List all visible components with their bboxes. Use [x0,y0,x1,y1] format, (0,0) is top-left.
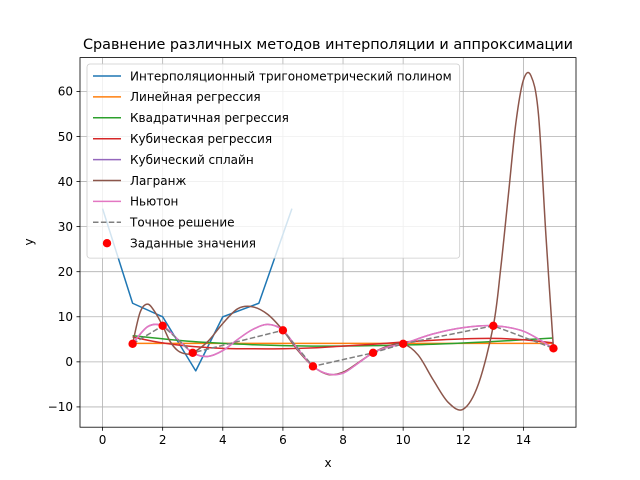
y-tick-label-2: 10 [58,310,73,324]
x-tick-label-3: 6 [279,433,287,447]
x-tick-label-2: 4 [219,433,227,447]
y-tick-label-0: −10 [48,400,73,414]
legend-label-0: Интерполяционный тригонометрический поли… [130,69,452,83]
legend-box [86,63,461,259]
data-point-8 [549,344,558,353]
chart-title: Сравнение различных методов интерполяции… [83,37,573,53]
y-axis-ticks: −10 0 10 20 30 40 50 60 [48,85,80,414]
data-point-4 [308,362,318,371]
series-line-0 [101,208,293,372]
y-tick-label-1: 0 [65,355,73,369]
y-tick-label-6: 50 [58,130,73,144]
y-tick-label-7: 60 [58,85,73,99]
y-tick-label-5: 40 [58,175,73,189]
plot-frame [79,57,577,428]
y-tick-label-4: 30 [58,220,73,234]
x-tick-label-1: 2 [159,433,167,447]
data-point-0 [128,339,137,349]
legend-label-7: Точное решение [129,216,235,230]
x-axis-ticks: 0 2 4 6 8 10 12 14 [99,427,531,447]
x-tick-label-4: 8 [339,433,347,447]
data-point-2 [188,348,197,358]
data-point-1 [158,321,167,330]
points-layer [128,321,558,371]
data-point-3 [278,326,288,335]
y-axis-label: y [22,238,36,245]
legend-swatch-8 [102,239,112,248]
legend-label-1: Линейная регрессия [130,90,261,104]
x-axis-label: x [324,456,331,470]
y-tick-label-3: 20 [58,265,73,279]
legend-label-3: Кубическая регрессия [130,132,272,146]
data-point-6 [398,339,408,349]
legend: Интерполяционный тригонометрический поли… [86,63,461,259]
legend-label-4: Кубический сплайн [130,153,254,167]
legend-label-6: Ньютон [130,195,178,209]
x-tick-label-6: 12 [456,433,471,447]
legend-label-5: Лагранж [130,174,186,188]
x-tick-label-7: 14 [516,433,531,447]
data-point-7 [489,321,498,330]
x-tick-label-0: 0 [99,433,107,447]
legend-label-8: Заданные значения [130,237,256,251]
x-tick-label-5: 10 [396,433,411,447]
legend-label-2: Квадратичная регрессия [130,111,289,125]
data-point-5 [368,348,378,358]
